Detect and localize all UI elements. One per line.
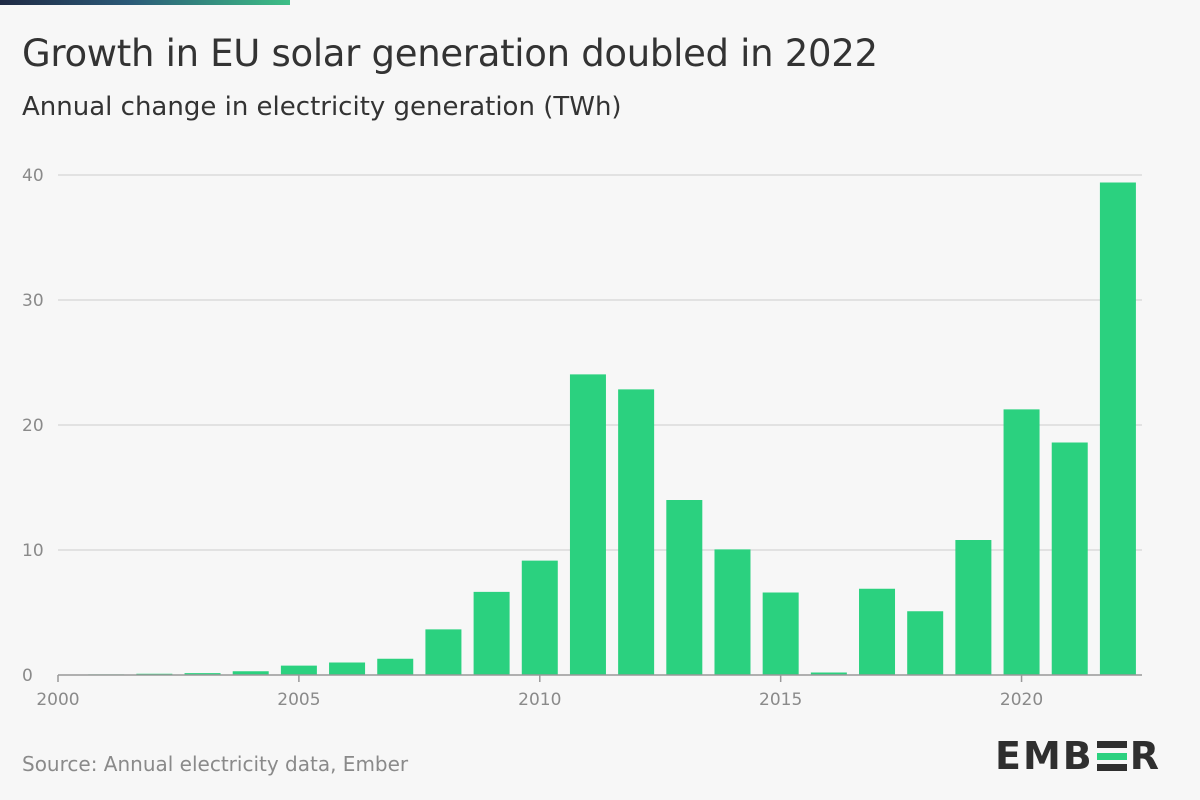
x-tick-label-2000: 2000 bbox=[36, 690, 79, 710]
x-tick-label-2010: 2010 bbox=[518, 690, 561, 710]
logo-text-left: EMB bbox=[995, 734, 1094, 778]
tick-labels: 0 10 20 30 40 2000 2005 2010 2015 2020 bbox=[22, 166, 1043, 710]
bar-2013 bbox=[666, 500, 703, 675]
bar-2020 bbox=[1003, 409, 1040, 675]
y-tick-label-0: 0 bbox=[22, 666, 33, 686]
bar-2007 bbox=[377, 658, 414, 675]
bar-2006 bbox=[329, 662, 366, 675]
y-tick-label-20: 20 bbox=[22, 416, 44, 436]
bar-2009 bbox=[473, 591, 510, 675]
x-tick-label-2015: 2015 bbox=[759, 690, 802, 710]
chart-title: Growth in EU solar generation doubled in… bbox=[22, 32, 878, 75]
bar-2005 bbox=[280, 665, 317, 675]
chart-subtitle: Annual change in electricity generation … bbox=[22, 92, 622, 122]
y-tick-label-40: 40 bbox=[22, 166, 44, 186]
logo-text-right: R bbox=[1129, 734, 1162, 778]
bar-2017 bbox=[859, 588, 896, 675]
bar-2014 bbox=[714, 549, 751, 675]
x-tick-label-2005: 2005 bbox=[277, 690, 320, 710]
source-note: Source: Annual electricity data, Ember bbox=[22, 752, 409, 776]
bar-2004 bbox=[232, 671, 269, 675]
bar-2008 bbox=[425, 629, 462, 675]
bar-2016 bbox=[810, 672, 847, 675]
x-tick-label-2020: 2020 bbox=[1000, 690, 1043, 710]
bar-2021 bbox=[1051, 442, 1088, 675]
y-tick-label-10: 10 bbox=[22, 541, 44, 561]
bar-2003 bbox=[184, 673, 221, 675]
bar-2012 bbox=[618, 389, 655, 675]
bars bbox=[88, 182, 1136, 675]
ember-logo: EMB R bbox=[995, 734, 1161, 778]
bar-2010 bbox=[521, 560, 558, 675]
bar-2022 bbox=[1099, 182, 1136, 675]
y-tick-label-30: 30 bbox=[22, 291, 44, 311]
bar-2015 bbox=[762, 592, 799, 675]
axes bbox=[57, 674, 1142, 682]
bar-2011 bbox=[569, 374, 606, 675]
bar-2019 bbox=[955, 540, 992, 675]
bar-2018 bbox=[907, 611, 944, 675]
logo-e-icon bbox=[1096, 741, 1127, 771]
accent-bar bbox=[0, 0, 290, 5]
